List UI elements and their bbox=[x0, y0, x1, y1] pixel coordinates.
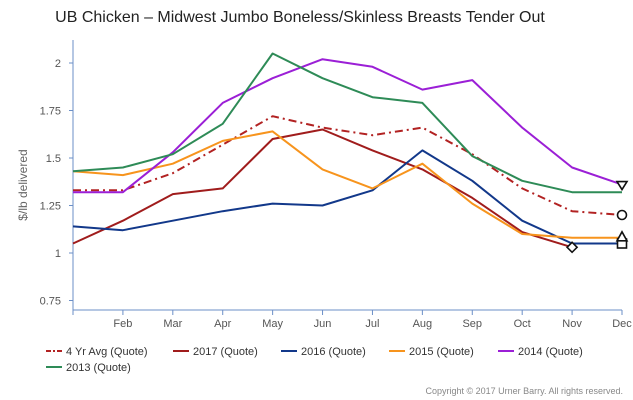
y-tick-label: 1.5 bbox=[46, 153, 61, 165]
series-line bbox=[72, 52, 622, 194]
series-line bbox=[73, 58, 623, 194]
x-tick-label: Jun bbox=[314, 318, 332, 330]
y-tick-label: 2 bbox=[55, 58, 61, 70]
legend-label: 2017 (Quote) bbox=[193, 346, 258, 358]
legend-label: 4 Yr Avg (Quote) bbox=[66, 346, 148, 358]
series-line bbox=[72, 130, 622, 239]
legend-item[interactable]: 4 Yr Avg (Quote) bbox=[46, 346, 148, 358]
x-tick-label: Oct bbox=[514, 318, 531, 330]
y-tick-label: 1.75 bbox=[40, 106, 61, 118]
series-line bbox=[72, 149, 622, 245]
legend-item[interactable]: 2017 (Quote) bbox=[173, 346, 258, 358]
end-markers bbox=[565, 180, 629, 254]
y-tick-label: 1 bbox=[55, 248, 61, 260]
x-tick-label: Dec bbox=[612, 318, 632, 330]
x-tick-label: Nov bbox=[562, 318, 582, 330]
legend-item[interactable]: 2013 (Quote) bbox=[46, 362, 131, 374]
axes: 0.75 1 1.25 1.5 1.75 2 Feb Mar Apr May Jun Jul Aug Se… bbox=[40, 40, 632, 330]
x-tick-label: Apr bbox=[214, 318, 231, 330]
y-tick-label: 0.75 bbox=[40, 296, 61, 308]
end-marker bbox=[615, 230, 629, 242]
legend-item[interactable]: 2014 (Quote) bbox=[498, 346, 583, 358]
y-axis-label: $/lb delivered bbox=[16, 149, 30, 220]
x-tick-label: Sep bbox=[462, 318, 482, 330]
legend-item[interactable]: 2016 (Quote) bbox=[281, 346, 366, 358]
x-tick-label: Aug bbox=[413, 318, 433, 330]
x-tick-label: Mar bbox=[163, 318, 182, 330]
series-lines bbox=[72, 52, 623, 249]
legend-label: 2015 (Quote) bbox=[409, 346, 474, 358]
end-marker bbox=[565, 241, 579, 254]
end-marker bbox=[615, 180, 629, 192]
end-marker bbox=[616, 209, 628, 221]
y-tick-label: 1.25 bbox=[40, 201, 61, 213]
x-tick-label: Feb bbox=[113, 318, 132, 330]
legend-label: 2013 (Quote) bbox=[66, 362, 131, 374]
legend-item[interactable]: 2015 (Quote) bbox=[389, 346, 474, 358]
chart-title: UB Chicken – Midwest Jumbo Boneless/Skin… bbox=[55, 9, 545, 26]
series-line bbox=[72, 128, 573, 249]
x-tick-label: Jul bbox=[365, 318, 379, 330]
legend-label: 2014 (Quote) bbox=[518, 346, 583, 358]
legend-label: 2016 (Quote) bbox=[301, 346, 366, 358]
legend: 4 Yr Avg (Quote) 2017 (Quote) 2016 (Quote)… bbox=[46, 346, 583, 374]
series-line bbox=[73, 115, 623, 216]
x-tick-label: May bbox=[262, 318, 283, 330]
copyright-credit: Copyright © 2017 Urner Barry. All rights… bbox=[425, 386, 623, 396]
